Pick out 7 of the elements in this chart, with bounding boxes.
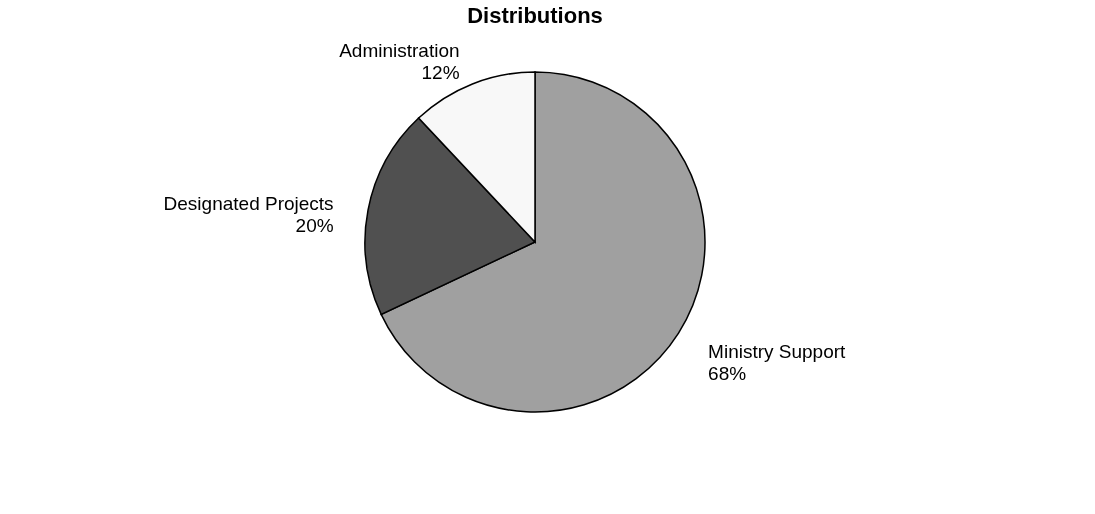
data-label: 20% bbox=[295, 214, 334, 236]
data-label: 12% bbox=[421, 62, 460, 84]
slice-label: Designated Projects bbox=[163, 192, 334, 214]
slice-label: Administration bbox=[339, 40, 460, 62]
slice-label: Ministry Support bbox=[708, 340, 847, 362]
data-label: 68% bbox=[708, 362, 747, 384]
chart-title: Distributions bbox=[467, 3, 603, 28]
